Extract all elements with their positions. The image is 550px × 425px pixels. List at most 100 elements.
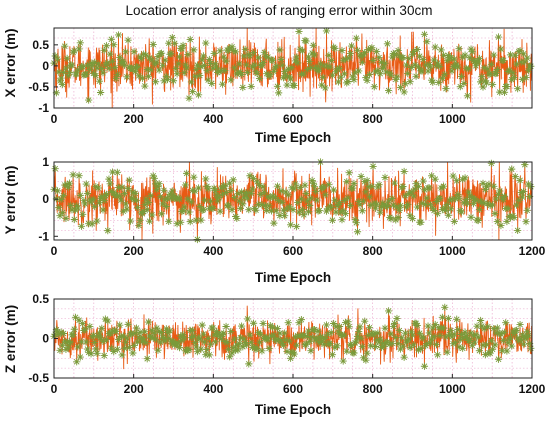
data-point <box>279 341 288 349</box>
data-point <box>399 342 407 350</box>
data-point <box>295 319 303 327</box>
y-tick-label: -0.5 <box>28 371 49 385</box>
data-point <box>423 38 431 46</box>
data-point <box>413 45 421 54</box>
data-point <box>93 64 101 72</box>
data-point <box>136 328 144 336</box>
data-point <box>129 188 137 196</box>
data-point <box>315 66 323 74</box>
data-point <box>468 341 476 349</box>
data-point <box>224 46 233 54</box>
data-point <box>94 184 102 192</box>
data-point <box>74 343 82 351</box>
data-point <box>76 39 84 47</box>
data-point <box>105 64 113 72</box>
data-point <box>474 58 482 66</box>
data-point <box>524 67 533 75</box>
data-point <box>111 64 119 72</box>
data-point <box>328 71 337 79</box>
data-point <box>419 334 427 342</box>
data-point <box>457 72 466 81</box>
data-point <box>124 320 132 328</box>
data-point <box>387 330 395 338</box>
data-point <box>331 343 339 352</box>
data-point <box>258 61 266 69</box>
data-point <box>102 42 111 50</box>
data-point <box>321 84 329 92</box>
data-point <box>173 220 181 228</box>
data-point <box>374 183 382 191</box>
data-point <box>450 217 458 226</box>
x-tick-label: 600 <box>283 112 303 126</box>
data-point <box>441 70 449 78</box>
data-point <box>110 41 118 49</box>
data-point <box>91 203 99 211</box>
data-point <box>410 192 418 200</box>
data-point <box>254 54 262 62</box>
data-point <box>358 343 366 351</box>
data-point <box>375 53 383 62</box>
data-point <box>353 332 362 340</box>
data-point <box>75 45 83 53</box>
data-point <box>456 336 464 344</box>
y-tick-label: 1 <box>42 155 49 169</box>
data-point <box>143 355 151 363</box>
data-point <box>240 52 248 60</box>
data-point <box>261 52 270 60</box>
data-point <box>402 338 411 346</box>
data-point <box>128 194 136 202</box>
data-point <box>484 323 492 331</box>
data-point <box>92 182 100 191</box>
data-point <box>228 43 236 51</box>
data-point <box>414 346 423 354</box>
data-point <box>448 195 456 203</box>
data-point <box>246 331 254 339</box>
data-point <box>322 207 331 215</box>
data-point <box>181 181 190 189</box>
data-point <box>488 201 497 209</box>
data-point <box>56 212 64 220</box>
data-point <box>340 331 348 339</box>
data-point <box>394 213 402 222</box>
data-point <box>395 206 403 214</box>
data-point <box>309 179 317 187</box>
data-point <box>468 194 476 202</box>
data-point <box>313 196 321 204</box>
data-point <box>319 333 327 342</box>
panel-y-xlabel: Time Epoch <box>255 270 331 285</box>
data-point <box>336 322 344 331</box>
data-point <box>83 61 92 69</box>
data-point <box>203 182 211 190</box>
data-point <box>138 74 147 82</box>
data-point <box>381 324 389 332</box>
data-point <box>383 202 392 211</box>
data-point <box>83 345 92 353</box>
data-point <box>460 199 468 207</box>
data-point <box>453 177 461 185</box>
data-point <box>151 335 160 343</box>
data-point <box>140 50 148 58</box>
data-point <box>108 327 117 335</box>
data-point <box>430 56 438 64</box>
data-point <box>417 344 425 353</box>
data-point <box>310 325 319 334</box>
data-point <box>62 214 70 223</box>
x-tick-label: 0 <box>51 112 58 126</box>
data-point <box>468 48 476 56</box>
data-point <box>235 60 243 68</box>
data-point <box>277 337 285 345</box>
data-point <box>307 194 315 202</box>
data-point <box>332 208 340 216</box>
y-tick-label: 0.5 <box>32 292 49 306</box>
data-point <box>355 327 363 335</box>
data-point <box>166 190 174 198</box>
data-point <box>520 50 528 58</box>
data-point <box>488 345 497 353</box>
data-point <box>114 335 123 343</box>
data-point <box>69 171 77 179</box>
data-point <box>80 197 88 205</box>
data-point <box>148 211 156 219</box>
data-point <box>310 183 319 191</box>
data-point <box>102 336 111 344</box>
data-point <box>63 54 71 62</box>
